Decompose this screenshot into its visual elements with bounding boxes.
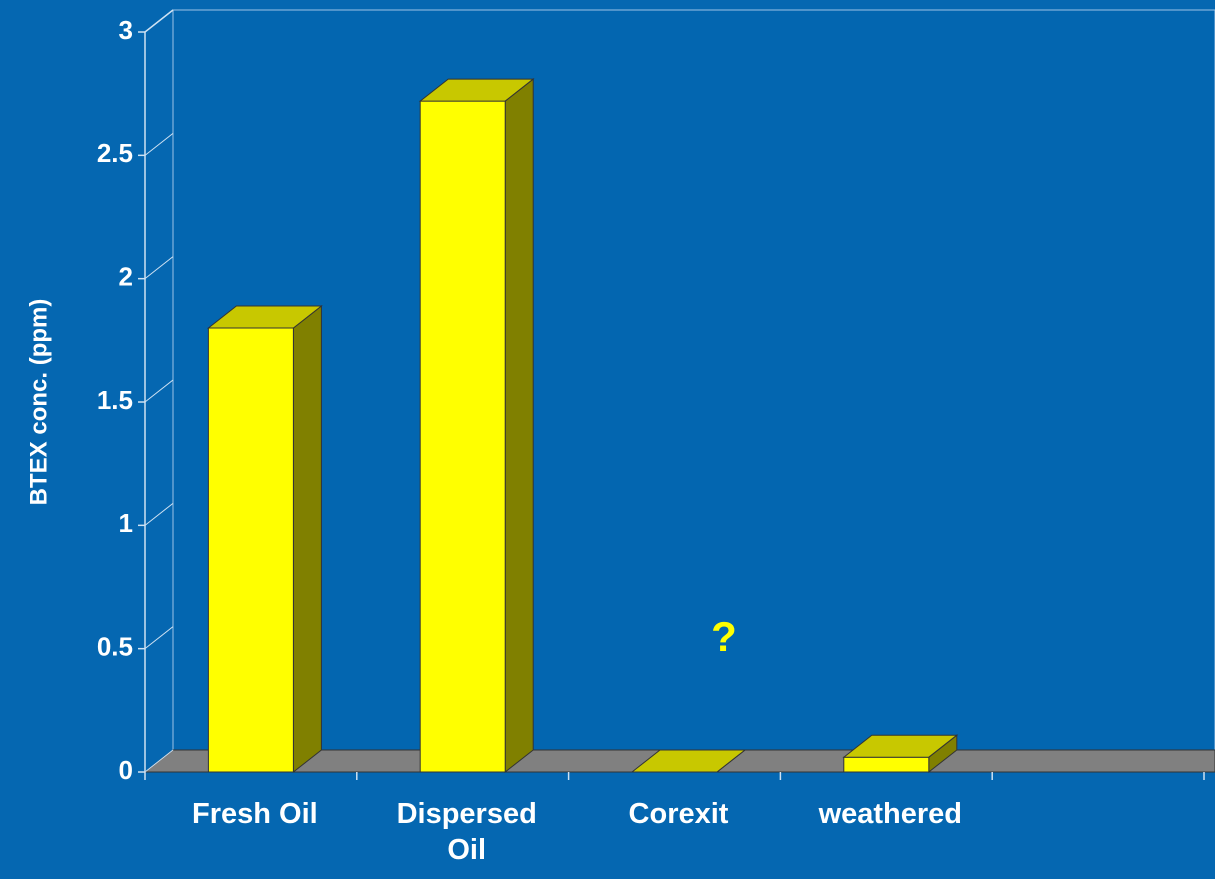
x-tick-label: weathered [818, 798, 963, 830]
bar-top [842, 734, 959, 758]
bar-top [630, 749, 747, 773]
bar-top [206, 305, 323, 329]
x-tick-label: Dispersed Oil [396, 798, 537, 866]
y-tick-depth [144, 132, 174, 156]
bar [843, 756, 930, 773]
y-tick-depth [144, 9, 174, 33]
y-tick-label: 3 [119, 15, 133, 45]
bar [419, 100, 506, 773]
x-tick-label: Corexit [628, 798, 729, 830]
annotation: ? [711, 613, 737, 660]
y-tick-depth [144, 626, 174, 650]
y-tick-depth [144, 379, 174, 403]
y-tick-label: 2.5 [97, 138, 133, 168]
y-tick-depth [144, 749, 174, 773]
bar-side [504, 78, 534, 774]
bar [207, 327, 294, 773]
bar-top [418, 78, 535, 102]
y-tick-label: 0 [119, 755, 133, 785]
y-tick-depth [144, 502, 174, 526]
bar-side [292, 304, 322, 774]
y-tick-label: 2 [119, 262, 133, 292]
y-axis-label: BTEX conc. (ppm) [25, 299, 52, 506]
y-tick-label: 1.5 [97, 385, 133, 415]
y-tick-depth [144, 256, 174, 280]
y-tick-label: 0.5 [97, 632, 133, 662]
y-tick-label: 1 [119, 508, 133, 538]
x-tick-label: Fresh Oil [192, 798, 318, 830]
back-wall [172, 9, 1215, 751]
